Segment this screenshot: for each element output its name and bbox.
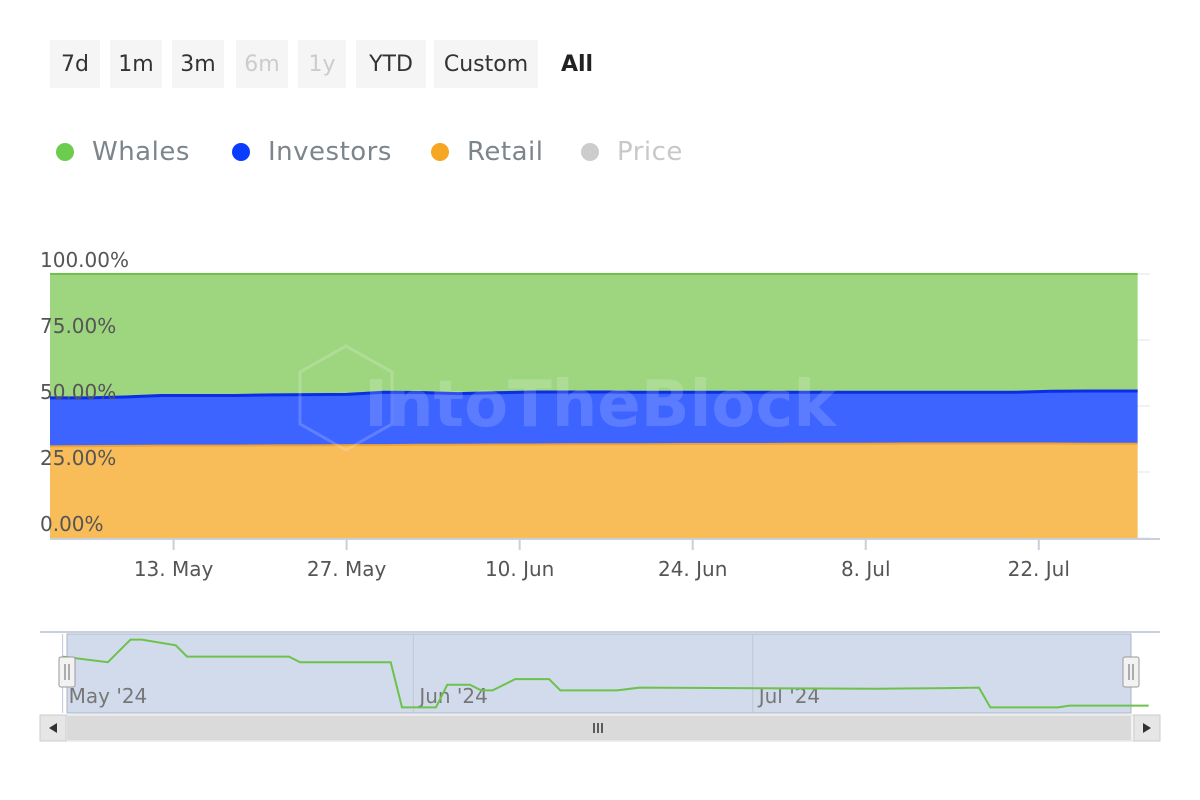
legend-dot-investors <box>232 143 250 161</box>
arrow-right-icon <box>1143 723 1151 733</box>
x-tick-label: 27. May <box>307 557 387 581</box>
navigator-handle-right[interactable] <box>1122 656 1140 688</box>
range-button-7d[interactable]: 7d <box>50 40 100 88</box>
legend-label-investors: Investors <box>268 137 392 167</box>
range-button-3m[interactable]: 3m <box>172 40 224 88</box>
watermark-logo: IntoTheBlock <box>364 368 837 442</box>
x-tick-label: 13. May <box>134 557 214 581</box>
series-area-investors[interactable] <box>50 390 1138 447</box>
legend-dot-retail <box>431 143 449 161</box>
y-tick-label: 0.00% <box>40 512 104 536</box>
series-area-retail[interactable] <box>50 443 1138 538</box>
arrow-left-icon <box>49 723 57 733</box>
watermark-hexagon-icon <box>298 344 394 452</box>
plot-area: IntoTheBlock <box>49 273 1150 539</box>
legend-label-price: Price <box>617 137 683 167</box>
navigator: May '24 Jun '24 Jul '24 <box>39 631 1161 742</box>
navigator-series-line <box>62 638 1149 709</box>
legend-label-whales: Whales <box>92 137 190 167</box>
x-tick-label: 22. Jul <box>1008 557 1070 581</box>
y-tick-label: 50.00% <box>40 380 116 404</box>
legend-dot-price <box>581 143 599 161</box>
legend-item-price[interactable]: Price <box>581 130 683 174</box>
y-tick-label: 25.00% <box>40 446 116 470</box>
series-line-investors <box>50 389 1138 400</box>
legend-item-investors[interactable]: Investors <box>232 130 392 174</box>
navigator-label: May '24 <box>69 684 148 708</box>
x-tick-label: 10. Jun <box>485 557 554 581</box>
x-axis: 13. May 27. May 10. Jun 24. Jun 8. Jul 22. Ju… <box>50 538 1160 581</box>
range-button-1y: 1y <box>298 40 346 88</box>
scrollbar-thumb[interactable] <box>67 716 1131 740</box>
scroll-right-button[interactable] <box>1133 714 1161 742</box>
range-button-6m: 6m <box>236 40 288 88</box>
scroll-left-button[interactable] <box>39 714 67 742</box>
series-line-retail <box>49 442 1138 448</box>
series-area-whales[interactable] <box>50 274 1138 398</box>
range-button-ytd[interactable]: YTD <box>356 40 426 88</box>
legend-item-retail[interactable]: Retail <box>431 130 543 174</box>
navigator-handle-left[interactable] <box>58 656 76 688</box>
range-button-custom[interactable]: Custom <box>434 40 538 88</box>
y-tick-label: 100.00% <box>40 248 129 272</box>
range-button-1m[interactable]: 1m <box>110 40 162 88</box>
range-button-all[interactable]: All <box>550 40 604 88</box>
navigator-selection[interactable] <box>66 633 1132 714</box>
y-tick-label: 75.00% <box>40 314 116 338</box>
x-tick-label: 24. Jun <box>658 557 727 581</box>
x-tick-label: 8. Jul <box>841 557 891 581</box>
y-axis: 0.00% 25.00% 50.00% 75.00% 100.00% <box>40 248 129 536</box>
legend-label-retail: Retail <box>467 137 544 167</box>
legend-item-whales[interactable]: Whales <box>56 130 190 174</box>
legend-dot-whales <box>56 143 74 161</box>
